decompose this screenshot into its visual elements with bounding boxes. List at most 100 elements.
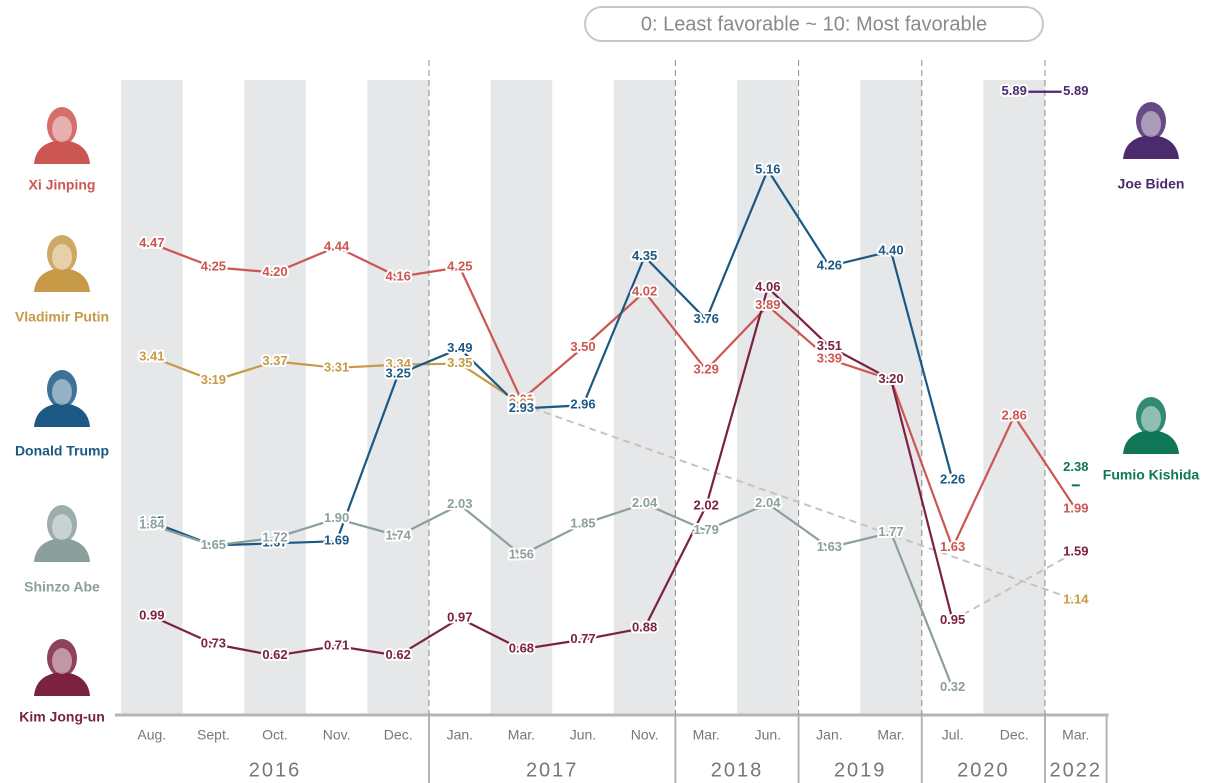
x-tick-label: Nov. bbox=[631, 727, 659, 743]
value-label: 3.41 bbox=[139, 349, 164, 364]
year-label: 2018 bbox=[711, 759, 764, 781]
point bbox=[1073, 598, 1078, 603]
column-band bbox=[613, 80, 676, 715]
point bbox=[704, 503, 709, 508]
portrait-face bbox=[52, 116, 72, 142]
portrait-shoulders bbox=[34, 268, 90, 292]
point bbox=[396, 372, 401, 377]
value-label: 4.47 bbox=[139, 235, 164, 250]
column-band bbox=[367, 80, 429, 715]
column-band bbox=[860, 80, 922, 715]
year-label: 2017 bbox=[526, 759, 579, 781]
value-label: 3.19 bbox=[201, 372, 226, 387]
value-label: 0.99 bbox=[139, 608, 164, 623]
portrait-shoulders bbox=[1123, 135, 1179, 159]
point bbox=[765, 285, 770, 290]
point bbox=[211, 543, 216, 548]
point bbox=[273, 535, 277, 540]
value-label: 0.62 bbox=[386, 647, 411, 662]
value-label: 4.40 bbox=[878, 243, 903, 258]
value-label: 1.77 bbox=[878, 524, 903, 539]
value-label: 1.90 bbox=[324, 510, 349, 525]
value-label: 0.68 bbox=[509, 641, 534, 656]
value-label: 1.65 bbox=[201, 537, 226, 552]
column-band bbox=[244, 80, 306, 715]
point bbox=[1073, 549, 1078, 554]
value-label: 3.76 bbox=[694, 311, 719, 326]
point bbox=[149, 241, 154, 246]
portrait-shoulders bbox=[34, 140, 90, 164]
gap-connector bbox=[521, 403, 1077, 601]
year-label: 2019 bbox=[834, 759, 887, 781]
point bbox=[149, 523, 154, 528]
portrait-head bbox=[1136, 397, 1166, 435]
point bbox=[457, 502, 462, 507]
value-label: 0.77 bbox=[570, 631, 595, 646]
portrait-shoulders bbox=[34, 538, 90, 562]
value-label: 0.73 bbox=[201, 635, 226, 650]
point bbox=[642, 501, 647, 506]
background: Aug. Sept. Oct. Nov. Dec. Jan. Mar. Jun. Nov. Mar… bbox=[115, 60, 1109, 783]
point bbox=[889, 249, 893, 254]
point bbox=[765, 501, 770, 506]
value-label: 0.97 bbox=[447, 610, 472, 625]
portrait-face bbox=[52, 648, 72, 674]
point bbox=[334, 365, 339, 370]
x-tick-label: Oct. bbox=[262, 727, 288, 743]
value-label: 0.88 bbox=[632, 619, 657, 634]
value-label: 1.63 bbox=[817, 539, 842, 554]
value-label: 3.50 bbox=[570, 339, 595, 354]
x-tick-label: Nov. bbox=[323, 727, 351, 743]
portrait-head bbox=[47, 370, 77, 408]
point bbox=[827, 264, 832, 269]
legend-label: Donald Trump bbox=[15, 443, 109, 459]
point bbox=[704, 367, 709, 372]
point bbox=[273, 270, 277, 275]
point bbox=[642, 625, 647, 630]
point bbox=[889, 377, 893, 382]
value-label: 2.02 bbox=[694, 497, 719, 512]
value-label: 1.74 bbox=[386, 527, 412, 542]
value-label: 3.20 bbox=[878, 371, 903, 386]
value-label: 3.49 bbox=[447, 340, 472, 355]
point bbox=[581, 522, 585, 527]
point bbox=[704, 528, 709, 533]
value-label: 1.14 bbox=[1063, 591, 1089, 606]
labels: 4.47 4.25 4.20 4.44 4.16 4.25 3.01 3.50 4.02 3.29… bbox=[15, 81, 1199, 724]
point bbox=[1073, 89, 1078, 94]
point bbox=[457, 616, 462, 621]
point bbox=[950, 478, 955, 483]
subtitle: 0: Least favorable ~ 10: Most favorable bbox=[641, 13, 987, 35]
legend-label: Shinzo Abe bbox=[24, 579, 100, 595]
value-label: 4.20 bbox=[262, 264, 287, 279]
point bbox=[827, 344, 832, 349]
point bbox=[149, 519, 154, 524]
point bbox=[149, 614, 154, 619]
value-label: 2.26 bbox=[940, 472, 965, 487]
point bbox=[334, 516, 339, 521]
portrait-head bbox=[47, 505, 77, 543]
x-tick-label: Jun. bbox=[755, 727, 781, 743]
point bbox=[334, 644, 339, 649]
legend-label: Xi Jinping bbox=[29, 177, 96, 193]
portrait-head bbox=[1136, 102, 1166, 140]
value-label: 3.34 bbox=[386, 356, 412, 371]
portrait-face bbox=[1141, 111, 1161, 137]
point bbox=[1073, 507, 1078, 512]
point bbox=[1012, 413, 1017, 418]
portrait-shoulders bbox=[1123, 430, 1179, 454]
legend-label: Joe Biden bbox=[1118, 176, 1185, 192]
value-label: 4.26 bbox=[817, 258, 842, 273]
x-tick-label: Dec. bbox=[384, 727, 413, 743]
x-tick-label: Jun. bbox=[570, 727, 596, 743]
value-label: 2.97 bbox=[509, 396, 534, 411]
x-tick-label: Jul. bbox=[942, 727, 964, 743]
x-tick-label: Dec. bbox=[1000, 727, 1029, 743]
value-label: 1.63 bbox=[940, 539, 965, 554]
value-label: 1.99 bbox=[1063, 501, 1088, 516]
value-label: 0.71 bbox=[324, 637, 349, 652]
year-label: 2016 bbox=[249, 759, 302, 781]
x-tick-label: Jan. bbox=[447, 727, 473, 743]
point bbox=[519, 647, 524, 652]
column-band bbox=[983, 80, 1045, 715]
